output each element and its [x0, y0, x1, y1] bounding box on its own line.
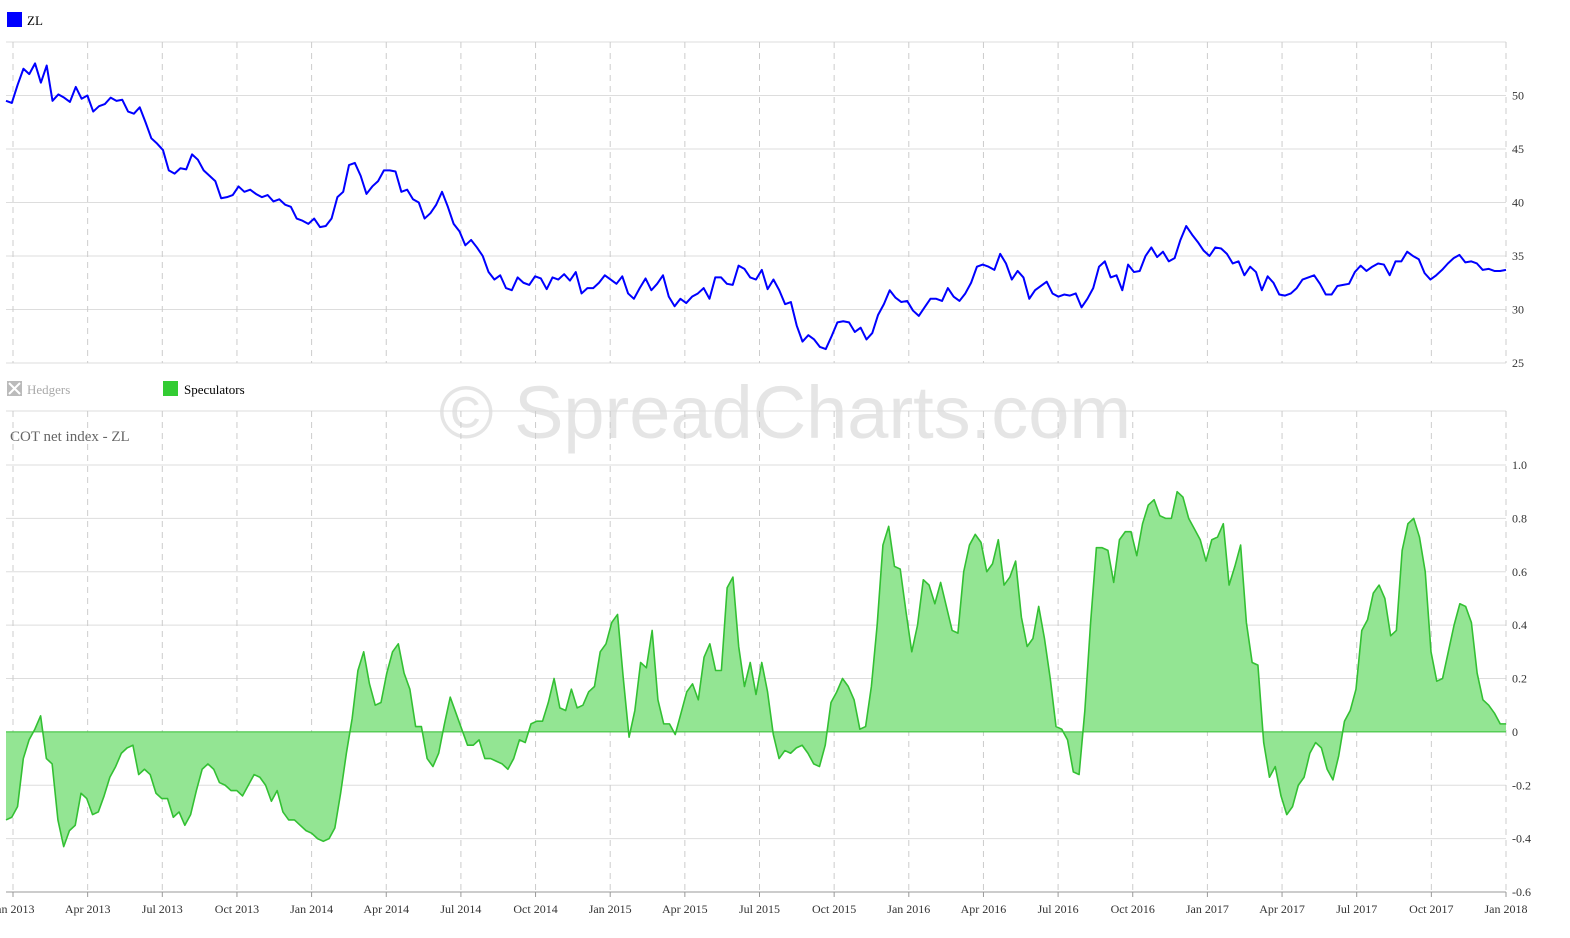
- legend-speculators[interactable]: Speculators: [163, 381, 245, 397]
- x-tick-label: Jan 2015: [589, 902, 632, 916]
- x-tick-label: Apr 2013: [65, 902, 111, 916]
- legend-speculators-swatch: [163, 381, 178, 396]
- cot-y-tick-label: 0.8: [1512, 511, 1527, 525]
- x-tick-label: Jan 2013: [0, 902, 35, 916]
- x-tick-label: Oct 2014: [513, 902, 557, 916]
- x-axis: Jan 2013 Apr 2013 Jul 2013 Oct 2013 Jan 2014…: [0, 891, 1528, 916]
- speculators-area: [6, 491, 1506, 847]
- x-tick-label: Apr 2015: [662, 902, 708, 916]
- x-tick-label: Apr 2014: [363, 902, 409, 916]
- cot-y-tick-label: 0.2: [1512, 672, 1527, 686]
- price-y-tick-label: 30: [1512, 303, 1524, 317]
- cot-y-tick-label: 0.6: [1512, 565, 1527, 579]
- x-tick-label: Jul 2017: [1336, 902, 1377, 916]
- vertical-gridlines: [12, 42, 1507, 892]
- cot-y-tick-label: 0: [1512, 725, 1518, 739]
- price-y-tick-label: 45: [1512, 142, 1524, 156]
- cot-y-tick-label: 0.4: [1512, 618, 1527, 632]
- x-tick-label: Oct 2016: [1111, 902, 1155, 916]
- x-tick-label: Jul 2015: [739, 902, 780, 916]
- speculators-line: [5, 490, 1506, 848]
- cot-y-tick-label: 1.0: [1512, 458, 1527, 472]
- legend-zl-swatch: [7, 12, 22, 27]
- cot-plot: [5, 490, 1506, 848]
- cot-y-tick-label: -0.2: [1512, 778, 1531, 792]
- x-tick-label: Apr 2016: [961, 902, 1007, 916]
- x-tick-label: Jul 2016: [1038, 902, 1079, 916]
- x-tick-label: Jan 2018: [1485, 902, 1528, 916]
- legend-hedgers[interactable]: Hedgers: [7, 381, 70, 397]
- cot-y-tick-label: -0.4: [1512, 832, 1531, 846]
- price-y-tick-label: 50: [1512, 89, 1524, 103]
- cot-chart-title: COT net index - ZL: [10, 429, 130, 445]
- x-tick-label: Jan 2017: [1186, 902, 1229, 916]
- x-tick-label: Jul 2014: [440, 902, 481, 916]
- price-y-tick-label: 40: [1512, 196, 1524, 210]
- x-tick-label: Jan 2016: [887, 902, 930, 916]
- price-grid: [6, 41, 1506, 364]
- cot-y-axis: -0.6 -0.4 -0.2 0 0.2 0.4 0.6 0.8 1.0: [1512, 458, 1531, 899]
- x-tick-label: Oct 2013: [215, 902, 259, 916]
- legend-zl[interactable]: ZL: [7, 12, 43, 28]
- hedgers-disabled-icon: [7, 381, 22, 396]
- x-tick-label: Apr 2017: [1259, 902, 1305, 916]
- price-plot: [5, 62, 1507, 351]
- x-tick-label: Jul 2013: [142, 902, 183, 916]
- price-y-axis: 25 30 35 40 45 50: [1512, 89, 1524, 371]
- legend-hedgers-label: Hedgers: [27, 382, 70, 397]
- price-y-tick-label: 35: [1512, 249, 1524, 263]
- zl-price-line: [5, 62, 1507, 351]
- legend-speculators-label: Speculators: [184, 382, 245, 397]
- x-tick-label: Oct 2017: [1409, 902, 1453, 916]
- x-tick-label: Oct 2015: [812, 902, 856, 916]
- price-y-tick-label: 25: [1512, 356, 1524, 370]
- x-tick-label: Jan 2014: [290, 902, 333, 916]
- watermark: © SpreadCharts.com: [439, 371, 1131, 454]
- cot-y-tick-label: -0.6: [1512, 885, 1531, 899]
- cot-grid: [6, 410, 1506, 893]
- legend-zl-label: ZL: [27, 13, 43, 28]
